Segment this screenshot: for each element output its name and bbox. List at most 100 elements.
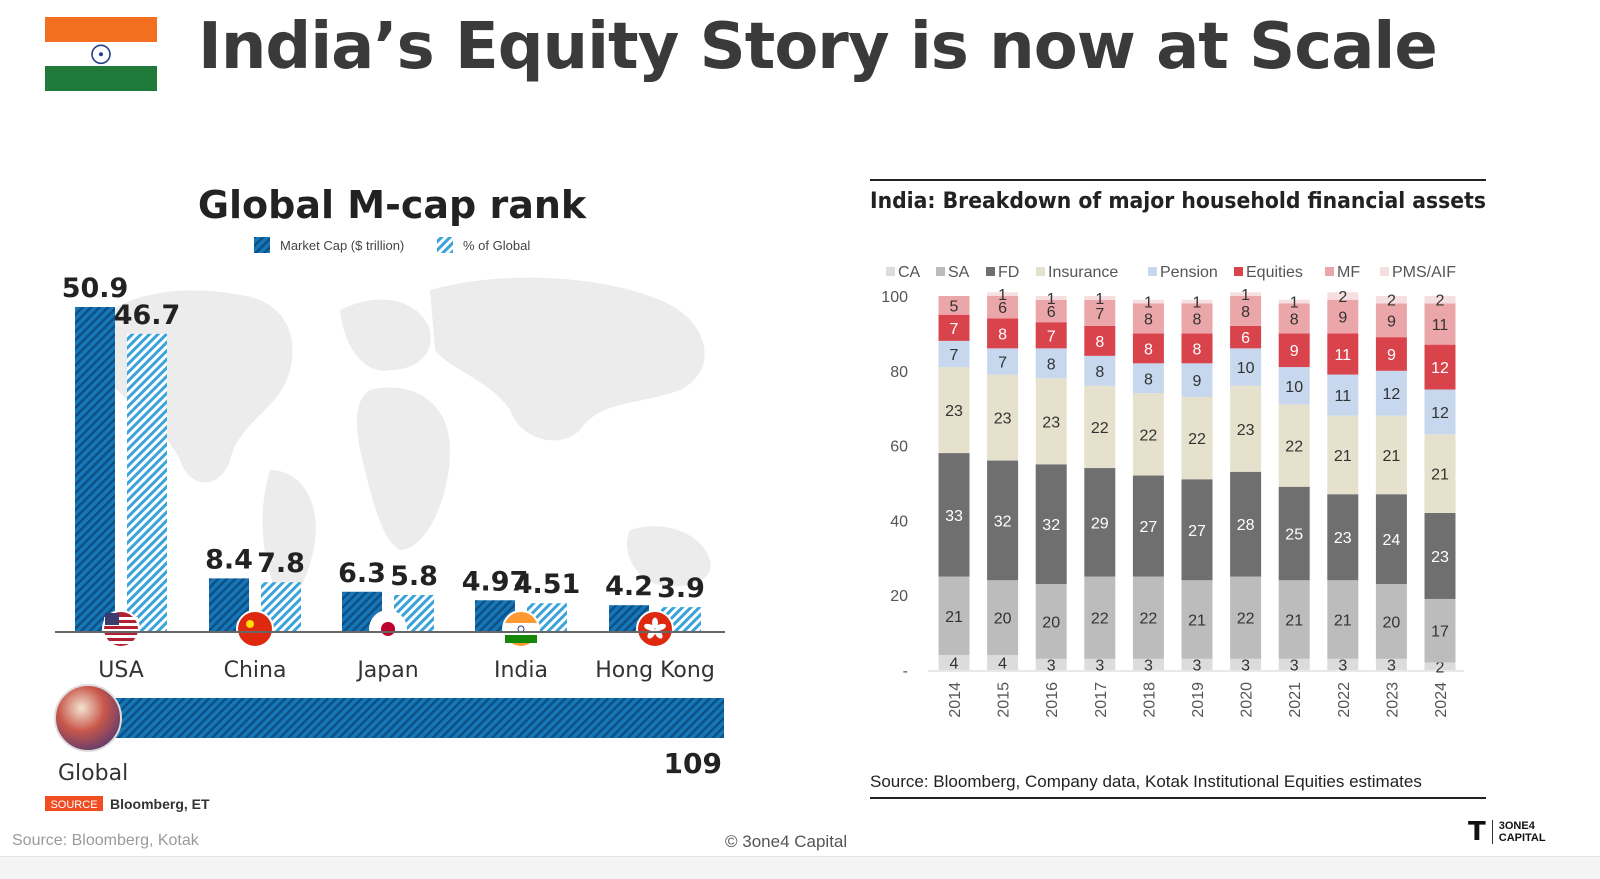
segment-value-label: 8 bbox=[1193, 341, 1202, 358]
segment-pmsaif-2021 bbox=[1278, 299, 1310, 304]
segment-fd-2018 bbox=[1132, 475, 1164, 577]
segment-equities-2020 bbox=[1230, 325, 1262, 349]
segment-value-label: 7 bbox=[950, 347, 959, 364]
hong-kong-flag-icon bbox=[636, 610, 674, 648]
value-label-mcap: 6.3 bbox=[338, 558, 386, 589]
brand-mark-icon: T bbox=[1468, 817, 1486, 847]
segment-pension-2021 bbox=[1278, 367, 1310, 405]
segment-mf-2019 bbox=[1181, 303, 1213, 334]
segment-fd-2015 bbox=[987, 460, 1019, 581]
segment-pmsaif-2019 bbox=[1181, 299, 1213, 304]
value-label-pct: 4.51 bbox=[514, 569, 581, 600]
source-text: Bloomberg, ET bbox=[110, 796, 210, 812]
segment-value-label: 23 bbox=[945, 403, 963, 420]
segment-value-label: 1 bbox=[1290, 295, 1299, 312]
segment-equities-2014 bbox=[938, 314, 970, 341]
segment-value-label: 8 bbox=[1144, 311, 1153, 328]
brand-separator bbox=[1491, 820, 1493, 844]
segment-insurance-2019 bbox=[1181, 396, 1213, 480]
segment-value-label: 4 bbox=[950, 656, 959, 673]
segment-fd-2019 bbox=[1181, 479, 1213, 581]
japan-flag-icon bbox=[369, 610, 407, 648]
segment-value-label: 12 bbox=[1431, 360, 1449, 377]
segment-fd-2014 bbox=[938, 453, 970, 577]
global-mcap-chart: Global M-cap rank Market Cap ($ trillion… bbox=[45, 183, 725, 812]
legend-swatch bbox=[1325, 267, 1334, 276]
category-label: Japan bbox=[355, 658, 418, 683]
value-label-pct: 3.9 bbox=[657, 573, 705, 604]
legend-swatch bbox=[1380, 267, 1389, 276]
segment-mf-2020 bbox=[1230, 296, 1262, 326]
segment-pension-2015 bbox=[987, 348, 1019, 375]
y-tick-label: 100 bbox=[881, 289, 908, 306]
x-tick-label: 2015 bbox=[996, 682, 1013, 718]
legend-swatch-pct bbox=[437, 237, 453, 253]
segment-pmsaif-2023 bbox=[1375, 296, 1407, 304]
segment-mf-2022 bbox=[1327, 299, 1359, 334]
global-bar bbox=[110, 698, 724, 738]
segment-value-label: 2 bbox=[1338, 289, 1347, 306]
segment-value-label: 33 bbox=[945, 508, 963, 525]
segment-value-label: 8 bbox=[1095, 364, 1104, 381]
segment-mf-2018 bbox=[1132, 303, 1164, 334]
segment-pmsaif-2015 bbox=[987, 292, 1019, 296]
segment-value-label: 23 bbox=[1237, 422, 1255, 439]
footer-source: Source: Bloomberg, Kotak bbox=[12, 832, 199, 849]
segment-value-label: 32 bbox=[994, 513, 1012, 530]
segment-pmsaif-2024 bbox=[1424, 296, 1456, 304]
legend-swatch bbox=[1036, 267, 1045, 276]
segment-ca-2016 bbox=[1035, 658, 1067, 670]
segment-insurance-2015 bbox=[987, 374, 1019, 461]
segment-insurance-2020 bbox=[1230, 385, 1262, 472]
segment-ca-2019 bbox=[1181, 658, 1213, 670]
segment-value-label: 7 bbox=[1047, 328, 1056, 345]
segment-pmsaif-2022 bbox=[1327, 292, 1359, 300]
segment-insurance-2021 bbox=[1278, 404, 1310, 487]
segment-value-label: 22 bbox=[1188, 431, 1206, 448]
segment-value-label: 12 bbox=[1431, 405, 1449, 422]
segment-value-label: 2 bbox=[1436, 659, 1445, 676]
segment-pension-2017 bbox=[1084, 355, 1116, 386]
segment-value-label: 23 bbox=[994, 411, 1012, 428]
copyright-text: © 3one4 Capital bbox=[725, 832, 848, 851]
segment-value-label: 27 bbox=[1140, 519, 1158, 536]
segment-fd-2023 bbox=[1375, 494, 1407, 584]
segment-equities-2017 bbox=[1084, 325, 1116, 356]
segment-pension-2024 bbox=[1424, 389, 1456, 435]
segment-ca-2014 bbox=[938, 655, 970, 670]
category-label: China bbox=[224, 658, 287, 683]
segment-pension-2019 bbox=[1181, 363, 1213, 397]
legend-label: CA bbox=[898, 264, 921, 281]
segment-equities-2015 bbox=[987, 318, 1019, 349]
legend-swatch bbox=[936, 267, 945, 276]
legend-swatch bbox=[886, 267, 895, 276]
chart-source: Source: Bloomberg, Company data, Kotak I… bbox=[870, 772, 1422, 791]
x-tick-label: 2023 bbox=[1384, 682, 1401, 718]
segment-value-label: 21 bbox=[1383, 448, 1401, 465]
segment-value-label: 2 bbox=[1387, 293, 1396, 310]
segment-mf-2021 bbox=[1278, 303, 1310, 334]
segment-ca-2015 bbox=[987, 655, 1019, 670]
value-label-mcap: 4.97 bbox=[462, 566, 529, 597]
brand-line-1: 3ONE4 bbox=[1498, 820, 1535, 832]
india-flag-icon bbox=[502, 610, 540, 648]
segment-value-label: 1 bbox=[1095, 291, 1104, 308]
segment-equities-2016 bbox=[1035, 322, 1067, 349]
segment-value-label: 2 bbox=[1436, 293, 1445, 310]
category-label: India bbox=[494, 658, 548, 683]
segment-value-label: 3 bbox=[1290, 657, 1299, 674]
brand-line-2: CAPITAL bbox=[1498, 832, 1546, 844]
segment-insurance-2024 bbox=[1424, 434, 1456, 513]
value-label-pct: 7.8 bbox=[257, 548, 305, 579]
segment-value-label: 23 bbox=[1042, 414, 1060, 431]
segment-value-label: 3 bbox=[1241, 657, 1250, 674]
segment-value-label: 22 bbox=[1285, 439, 1303, 456]
bar-pct-usa bbox=[127, 333, 167, 632]
segment-insurance-2014 bbox=[938, 367, 970, 454]
value-label-mcap: 8.4 bbox=[205, 544, 253, 575]
segment-value-label: 1 bbox=[1193, 295, 1202, 312]
segment-value-label: 28 bbox=[1237, 517, 1255, 534]
segment-value-label: 9 bbox=[1193, 373, 1202, 390]
legend-label-mcap: Market Cap ($ trillion) bbox=[280, 238, 404, 253]
x-tick-label: 2018 bbox=[1141, 682, 1158, 718]
